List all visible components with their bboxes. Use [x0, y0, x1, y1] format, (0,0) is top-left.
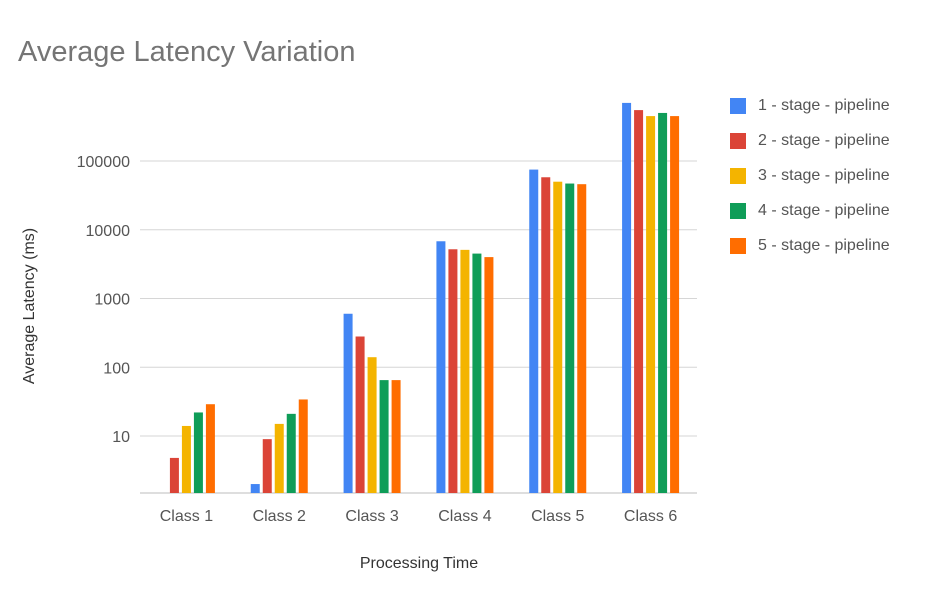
y-tick-label: 10000: [86, 223, 131, 240]
legend-swatch: [730, 132, 746, 149]
x-tick-label: Class 6: [624, 508, 677, 525]
legend-swatch: [730, 202, 746, 219]
y-tick-label: 100000: [77, 154, 130, 171]
legend-label: 4 - stage - pipeline: [758, 201, 890, 219]
gridlines: [140, 160, 697, 494]
bar: [181, 425, 191, 493]
legend-item: 2 - stage - pipeline: [730, 123, 890, 158]
chart-title: Average Latency Variation: [18, 36, 356, 68]
bar: [577, 184, 587, 493]
bar: [565, 183, 575, 493]
bar: [658, 112, 668, 494]
bar: [484, 257, 494, 493]
bars: [169, 102, 680, 494]
bar: [367, 357, 377, 493]
legend-item: 3 - stage - pipeline: [730, 158, 890, 193]
legend-swatch: [730, 97, 746, 114]
x-tick-label: Class 1: [160, 508, 213, 525]
legend-label: 1 - stage - pipeline: [758, 96, 890, 114]
y-axis-ticks: 10 100 1000 10000 100000: [77, 154, 130, 446]
bar: [298, 399, 308, 493]
x-tick-label: Class 5: [531, 508, 584, 525]
bar: [250, 484, 260, 493]
bar: [472, 253, 482, 493]
bar: [529, 169, 539, 493]
bar: [460, 249, 470, 493]
y-tick-label: 100: [103, 360, 130, 377]
bar: [541, 177, 551, 493]
bar: [436, 241, 446, 493]
bar: [286, 413, 296, 493]
x-axis-ticks: Class 1 Class 2 Class 3 Class 4 Class 5 Class…: [160, 508, 678, 525]
bar: [193, 412, 203, 493]
legend-label: 3 - stage - pipeline: [758, 166, 890, 184]
y-tick-label: 1000: [94, 292, 130, 309]
legend-swatch: [730, 237, 746, 254]
bar: [262, 439, 272, 493]
bar: [379, 380, 389, 493]
bar: [670, 116, 680, 493]
legend-item: 5 - stage - pipeline: [730, 228, 890, 263]
legend: 1 - stage - pipeline 2 - stage - pipeline…: [730, 88, 890, 263]
legend-label: 2 - stage - pipeline: [758, 131, 890, 149]
x-tick-label: Class 3: [345, 508, 398, 525]
bar: [622, 102, 632, 494]
bar: [169, 457, 179, 493]
bar: [274, 423, 284, 493]
bar: [205, 404, 215, 493]
bar: [634, 110, 644, 493]
y-axis-title: Average Latency (ms): [21, 228, 38, 384]
x-tick-label: Class 2: [253, 508, 306, 525]
x-tick-label: Class 4: [438, 508, 491, 525]
bar: [391, 380, 401, 493]
legend-swatch: [730, 167, 746, 184]
bar: [343, 313, 353, 493]
bar: [646, 116, 656, 493]
bar: [553, 181, 563, 494]
legend-item: 4 - stage - pipeline: [730, 193, 890, 228]
legend-item: 1 - stage - pipeline: [730, 88, 890, 123]
legend-label: 5 - stage - pipeline: [758, 236, 890, 254]
x-axis-title: Processing Time: [360, 555, 478, 572]
bar: [355, 336, 365, 493]
y-tick-label: 10: [112, 429, 130, 446]
bar: [448, 249, 458, 493]
